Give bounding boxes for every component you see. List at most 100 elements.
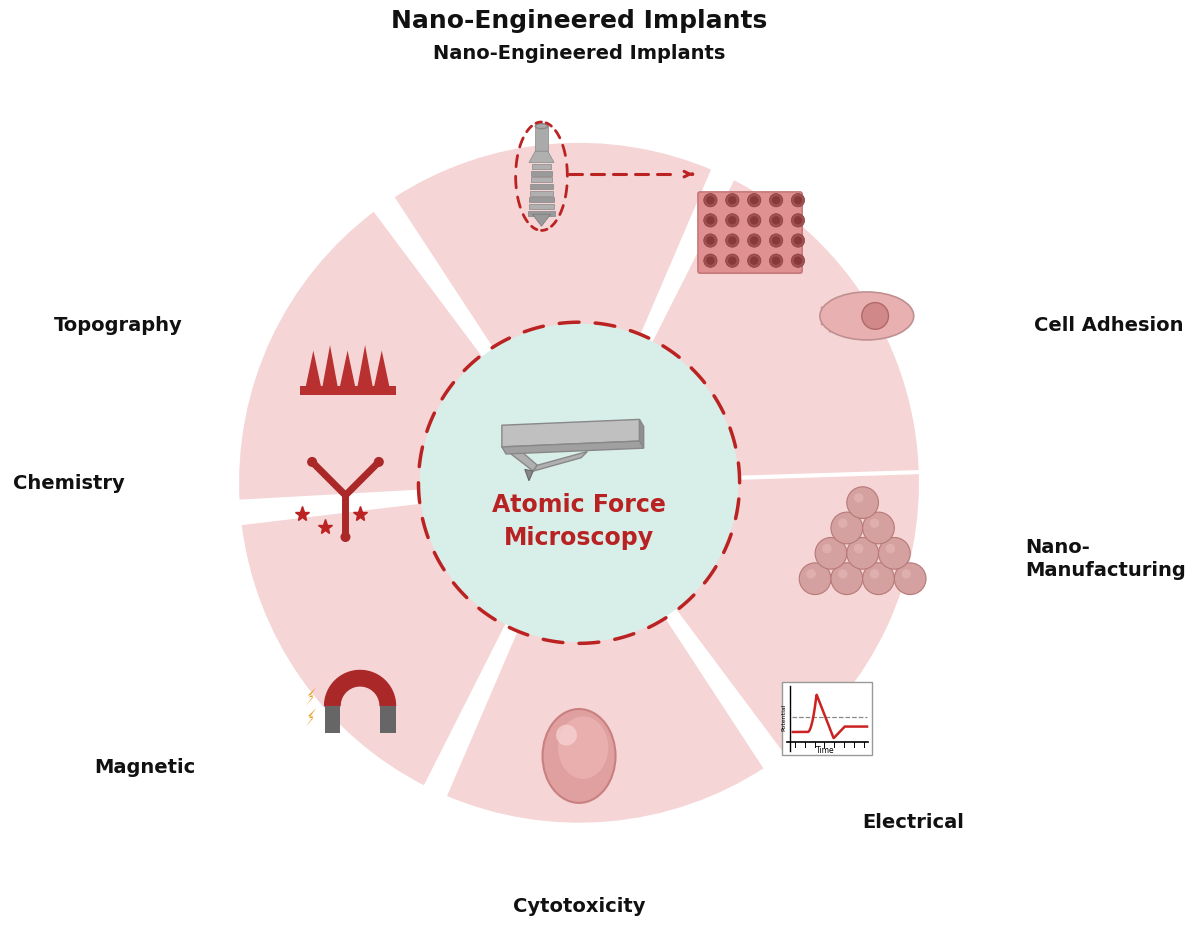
Circle shape	[769, 255, 782, 268]
Circle shape	[854, 493, 864, 503]
Circle shape	[847, 488, 878, 519]
Text: Electrical: Electrical	[862, 812, 964, 831]
Circle shape	[750, 197, 758, 205]
Text: Magnetic: Magnetic	[94, 757, 196, 776]
Circle shape	[769, 214, 782, 227]
Circle shape	[703, 235, 718, 248]
Polygon shape	[502, 442, 643, 455]
Bar	[300, 387, 396, 396]
Circle shape	[794, 197, 802, 205]
Polygon shape	[524, 470, 533, 481]
Circle shape	[748, 255, 761, 268]
Circle shape	[728, 257, 737, 266]
Text: Topography: Topography	[54, 315, 182, 334]
Bar	[530, 185, 553, 190]
Circle shape	[799, 563, 830, 595]
Polygon shape	[340, 351, 355, 387]
Circle shape	[374, 458, 384, 467]
Polygon shape	[533, 452, 587, 472]
Circle shape	[750, 237, 758, 245]
Text: Potential: Potential	[781, 703, 786, 730]
Wedge shape	[444, 612, 767, 825]
Circle shape	[748, 214, 761, 227]
Circle shape	[886, 544, 895, 554]
Circle shape	[772, 217, 780, 226]
Circle shape	[854, 544, 864, 554]
Polygon shape	[323, 345, 337, 387]
Circle shape	[748, 235, 761, 248]
Circle shape	[806, 570, 816, 579]
Circle shape	[769, 195, 782, 208]
FancyBboxPatch shape	[698, 193, 802, 274]
Bar	[782, 682, 872, 755]
Circle shape	[772, 197, 780, 205]
Bar	[528, 212, 554, 216]
Wedge shape	[672, 464, 922, 757]
Circle shape	[772, 237, 780, 245]
Polygon shape	[328, 345, 330, 387]
Circle shape	[791, 195, 805, 208]
Bar	[529, 205, 554, 210]
Text: Nano-
Manufacturing: Nano- Manufacturing	[1025, 537, 1186, 579]
Circle shape	[847, 538, 878, 570]
Wedge shape	[240, 502, 510, 788]
Bar	[529, 198, 554, 203]
Circle shape	[703, 214, 718, 227]
Circle shape	[870, 519, 880, 529]
Text: Cytotoxicity: Cytotoxicity	[512, 896, 646, 914]
Polygon shape	[362, 345, 365, 387]
Circle shape	[728, 217, 737, 226]
Text: Cell Adhesion: Cell Adhesion	[1033, 315, 1183, 334]
Circle shape	[863, 513, 894, 544]
Polygon shape	[306, 351, 320, 387]
Bar	[325, 706, 340, 733]
Bar	[529, 192, 553, 197]
Polygon shape	[306, 709, 317, 727]
Circle shape	[420, 324, 738, 642]
Bar	[532, 171, 552, 177]
Circle shape	[728, 197, 737, 205]
Polygon shape	[311, 351, 313, 387]
Polygon shape	[502, 420, 640, 447]
Circle shape	[707, 257, 714, 266]
Circle shape	[863, 563, 894, 595]
Text: Nano-Engineered Implants: Nano-Engineered Implants	[391, 9, 767, 34]
Circle shape	[822, 544, 832, 554]
Circle shape	[830, 563, 863, 595]
Circle shape	[791, 235, 805, 248]
Circle shape	[726, 255, 739, 268]
Circle shape	[862, 303, 888, 329]
Wedge shape	[391, 141, 714, 354]
Wedge shape	[238, 210, 486, 503]
Polygon shape	[529, 152, 554, 163]
Polygon shape	[379, 351, 382, 387]
Bar	[380, 706, 396, 733]
Circle shape	[815, 538, 847, 570]
Bar	[530, 178, 552, 183]
Polygon shape	[346, 351, 348, 387]
Ellipse shape	[558, 717, 608, 779]
Ellipse shape	[820, 293, 913, 341]
Circle shape	[556, 724, 577, 746]
Circle shape	[794, 217, 802, 226]
Polygon shape	[306, 687, 317, 706]
Wedge shape	[649, 179, 920, 478]
Circle shape	[707, 217, 714, 226]
Circle shape	[791, 255, 805, 268]
Text: Atomic Force
Microscopy: Atomic Force Microscopy	[492, 492, 666, 549]
Circle shape	[878, 538, 910, 570]
Text: Chemistry: Chemistry	[13, 474, 125, 492]
Circle shape	[791, 214, 805, 227]
Circle shape	[341, 533, 350, 543]
Wedge shape	[444, 141, 714, 342]
Circle shape	[870, 570, 880, 579]
Circle shape	[748, 195, 761, 208]
Polygon shape	[358, 345, 372, 387]
Polygon shape	[640, 420, 643, 448]
Text: Nano-Engineered Implants: Nano-Engineered Implants	[433, 43, 725, 63]
Ellipse shape	[535, 124, 547, 129]
Circle shape	[794, 257, 802, 266]
Circle shape	[838, 519, 847, 529]
Circle shape	[726, 235, 739, 248]
Circle shape	[794, 237, 802, 245]
